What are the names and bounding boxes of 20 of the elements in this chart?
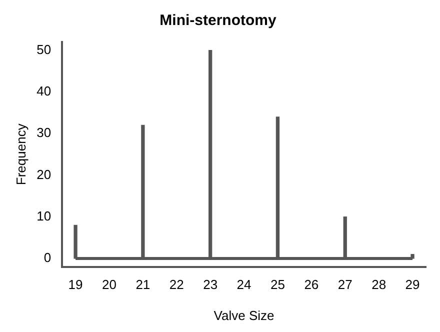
x-tick-label: 23 bbox=[203, 277, 218, 292]
x-tick-label: 21 bbox=[136, 277, 150, 292]
y-tick-label: 20 bbox=[36, 166, 52, 182]
y-tick-label: 0 bbox=[44, 250, 52, 266]
chart-title: Mini-sternotomy bbox=[160, 12, 277, 30]
x-tick-label: 24 bbox=[236, 277, 252, 292]
y-tick-label: 40 bbox=[36, 84, 52, 99]
x-tick-label: 22 bbox=[169, 277, 184, 292]
x-tick-label: 29 bbox=[405, 277, 420, 292]
y-axis-title: Frequency bbox=[13, 123, 28, 186]
x-axis-title: Valve Size bbox=[214, 308, 274, 323]
y-tick-label: 50 bbox=[36, 42, 52, 57]
x-tick-label: 19 bbox=[68, 277, 83, 292]
x-tick-label: 25 bbox=[270, 277, 285, 292]
y-tick-label: 10 bbox=[36, 208, 52, 224]
x-tick-label: 28 bbox=[372, 277, 386, 292]
x-tick-label: 26 bbox=[304, 277, 319, 292]
x-tick-label: 27 bbox=[338, 277, 352, 292]
y-tick-label: 30 bbox=[36, 125, 52, 140]
x-tick-label: 20 bbox=[102, 277, 116, 292]
